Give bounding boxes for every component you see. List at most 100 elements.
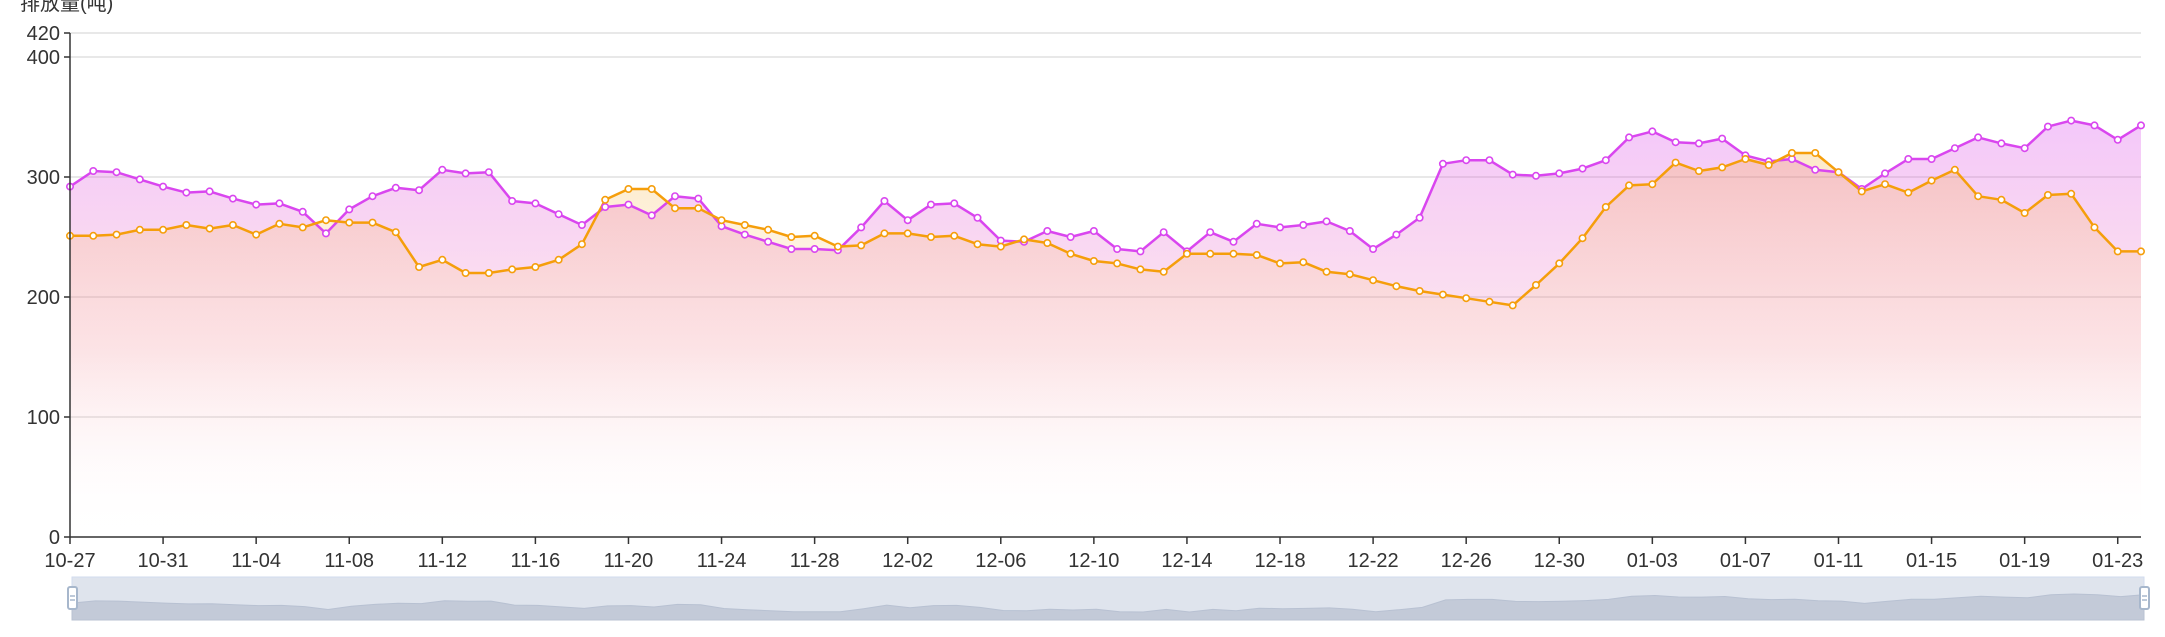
data-point[interactable] (275, 199, 284, 208)
data-point[interactable] (1182, 249, 1191, 258)
data-point[interactable] (2113, 247, 2122, 256)
data-point[interactable] (182, 188, 191, 197)
data-point[interactable] (345, 205, 354, 214)
data-point[interactable] (1625, 181, 1634, 190)
data-point[interactable] (1276, 223, 1285, 232)
data-point[interactable] (647, 211, 656, 220)
data-point[interactable] (694, 194, 703, 203)
data-point[interactable] (1043, 239, 1052, 248)
data-point[interactable] (671, 192, 680, 201)
data-point[interactable] (321, 229, 330, 238)
data-point[interactable] (1485, 156, 1494, 165)
data-point[interactable] (577, 221, 586, 230)
data-point[interactable] (601, 195, 610, 204)
data-point[interactable] (1066, 249, 1075, 258)
data-point[interactable] (1811, 149, 1820, 158)
data-point[interactable] (2113, 135, 2122, 144)
data-point[interactable] (112, 168, 121, 177)
data-point[interactable] (1415, 286, 1424, 295)
data-point[interactable] (671, 204, 680, 213)
data-point[interactable] (1601, 156, 1610, 165)
data-point[interactable] (1392, 282, 1401, 291)
data-point[interactable] (554, 255, 563, 264)
data-point[interactable] (321, 216, 330, 225)
data-point[interactable] (1485, 297, 1494, 306)
data-point[interactable] (1578, 164, 1587, 173)
data-point[interactable] (1508, 301, 1517, 310)
data-point[interactable] (787, 245, 796, 254)
data-point[interactable] (2067, 116, 2076, 125)
data-point[interactable] (624, 200, 633, 209)
data-point[interactable] (2067, 189, 2076, 198)
data-point[interactable] (531, 199, 540, 208)
data-point[interactable] (298, 223, 307, 232)
data-point[interactable] (461, 169, 470, 178)
data-point[interactable] (903, 216, 912, 225)
data-point[interactable] (1648, 127, 1657, 136)
data-point[interactable] (228, 194, 237, 203)
data-point[interactable] (810, 231, 819, 240)
data-point[interactable] (2043, 191, 2052, 200)
data-point[interactable] (1089, 256, 1098, 265)
data-point[interactable] (1671, 138, 1680, 147)
data-point[interactable] (1369, 276, 1378, 285)
data-point[interactable] (345, 218, 354, 227)
data-point[interactable] (508, 265, 517, 274)
data-point[interactable] (2020, 144, 2029, 153)
data-point[interactable] (205, 224, 214, 233)
data-point[interactable] (1694, 139, 1703, 148)
data-point[interactable] (880, 197, 889, 206)
data-point[interactable] (1578, 234, 1587, 243)
data-point[interactable] (647, 185, 656, 194)
data-point[interactable] (2090, 223, 2099, 232)
data-point[interactable] (1252, 219, 1261, 228)
data-point[interactable] (298, 207, 307, 216)
data-point[interactable] (810, 245, 819, 254)
data-point[interactable] (1950, 144, 1959, 153)
data-point[interactable] (2043, 122, 2052, 131)
data-point[interactable] (1811, 165, 1820, 174)
data-point[interactable] (1694, 167, 1703, 176)
data-point[interactable] (2020, 209, 2029, 218)
data-point[interactable] (415, 262, 424, 271)
data-point[interactable] (1462, 156, 1471, 165)
data-point[interactable] (135, 225, 144, 234)
data-point[interactable] (1601, 203, 1610, 212)
data-point[interactable] (1043, 227, 1052, 236)
data-point[interactable] (973, 213, 982, 222)
data-point[interactable] (1369, 245, 1378, 254)
data-point[interactable] (391, 228, 400, 237)
data-point[interactable] (1066, 233, 1075, 242)
data-point[interactable] (1322, 267, 1331, 276)
data-point[interactable] (764, 225, 773, 234)
data-point[interactable] (2137, 121, 2146, 130)
data-point[interactable] (368, 218, 377, 227)
data-point[interactable] (950, 199, 959, 208)
data-point[interactable] (926, 200, 935, 209)
data-point[interactable] (508, 197, 517, 206)
data-point[interactable] (1438, 290, 1447, 299)
data-point[interactable] (1881, 180, 1890, 189)
data-point[interactable] (1136, 265, 1145, 274)
data-point[interactable] (1904, 155, 1913, 164)
data-point[interactable] (1508, 170, 1517, 179)
data-point[interactable] (182, 221, 191, 230)
data-point[interactable] (1555, 169, 1564, 178)
data-point[interactable] (694, 204, 703, 213)
data-point[interactable] (1229, 237, 1238, 246)
data-point[interactable] (531, 262, 540, 271)
data-zoom-handle-left[interactable] (67, 586, 78, 610)
data-point[interactable] (950, 231, 959, 240)
data-point[interactable] (1229, 249, 1238, 258)
data-point[interactable] (1927, 176, 1936, 185)
data-point[interactable] (1974, 192, 1983, 201)
data-point[interactable] (1625, 133, 1634, 142)
data-point[interactable] (484, 268, 493, 277)
data-point[interactable] (438, 255, 447, 264)
data-point[interactable] (1881, 169, 1890, 178)
data-point[interactable] (740, 230, 749, 239)
data-point[interactable] (1462, 294, 1471, 303)
data-point[interactable] (438, 165, 447, 174)
data-point[interactable] (1113, 245, 1122, 254)
data-point[interactable] (415, 186, 424, 195)
